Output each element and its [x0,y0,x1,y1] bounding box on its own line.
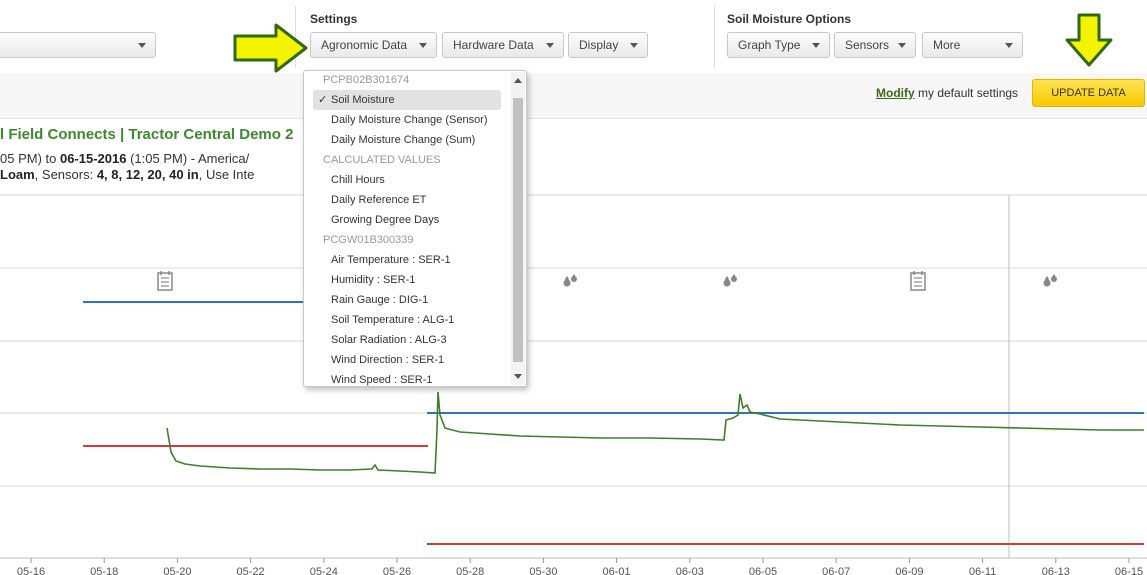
x-tick-label: 06-01 [603,566,631,575]
display-dropdown[interactable]: Display [568,32,648,58]
chevron-down-icon [546,43,554,48]
agronomic-data-menu[interactable]: PCPB02B301674 Soil Moisture ✓ Daily Moistur… [303,70,527,387]
menu-option[interactable]: Wind Direction : SER-1 [331,354,445,366]
arrow-right-annotation-icon [233,23,308,73]
menu-option[interactable]: Chill Hours [331,174,385,186]
scrollbar-thumb[interactable] [513,98,523,362]
menu-option[interactable]: Air Temperature : SER-1 [331,254,451,266]
note-icon[interactable] [910,271,926,291]
irrigation-drops-icon[interactable] [723,274,738,287]
x-tick-label: 06-07 [822,566,850,575]
menu-option[interactable]: Soil Temperature : ALG-1 [331,314,455,326]
settings-label: Settings [310,12,358,26]
x-tick-label: 05-20 [163,566,191,575]
chevron-down-icon [630,43,638,48]
menu-option[interactable]: Solar Radiation : ALG-3 [331,334,447,346]
chevron-down-icon [419,43,427,48]
scroll-down-icon[interactable] [514,374,522,379]
chevron-down-icon [898,43,906,48]
menu-group-header: CALCULATED VALUES [323,154,441,166]
menu-option[interactable]: Daily Moisture Change (Sensor) [331,114,488,126]
x-tick-label: 06-09 [895,566,923,575]
x-tick-label: 06-05 [749,566,777,575]
menu-group-header: PCPB02B301674 [323,74,410,86]
top-toolbar: Settings Agronomic Data Hardware Data Di… [0,0,1147,73]
view-dropdown[interactable] [0,32,156,58]
chart-title: l Field Connects | Tractor Central Demo … [0,126,294,143]
x-tick-label: 05-22 [237,566,265,575]
menu-scrollbar[interactable] [511,72,525,385]
soil-moisture-series [166,391,1144,474]
x-tick-label: 05-18 [90,566,118,575]
menu-option[interactable]: Daily Reference ET [331,194,427,206]
x-tick-label: 06-03 [676,566,704,575]
soil-info-text: Loam, Sensors: 4, 8, 12, 20, 40 in, Use … [0,167,255,182]
x-tick-label: 05-30 [529,566,557,575]
x-tick-label: 06-11 [969,566,996,575]
menu-option[interactable]: Daily Moisture Change (Sum) [331,134,476,146]
x-tick-label: 05-16 [17,566,45,575]
menu-option[interactable]: Humidity : SER-1 [331,274,416,286]
update-data-button[interactable]: UPDATE DATA [1032,79,1145,107]
irrigation-drops-icon[interactable] [563,274,578,287]
toolbar-divider [714,6,715,68]
agronomic-data-dropdown[interactable]: Agronomic Data [310,32,437,58]
date-range-text: 05 PM) to 06-15-2016 (1:05 PM) - America… [0,151,250,166]
chevron-down-icon [1005,43,1013,48]
menu-group-header: PCGW01B300339 [323,234,414,246]
x-tick-label: 06-13 [1042,566,1070,575]
x-axis: 05-16 05-18 05-20 05-22 05-24 05-26 05-28 05-30… [17,558,1143,575]
soil-moisture-chart[interactable]: 05-16 05-18 05-20 05-22 05-24 05-26 05-28 05-30… [0,180,1147,575]
x-tick-label: 05-24 [310,566,338,575]
chevron-down-icon [138,43,146,48]
checkmark-icon: ✓ [318,94,328,106]
action-bar [0,73,1147,119]
threshold-lines [83,301,1144,545]
note-icon[interactable] [157,271,173,291]
sensors-dropdown[interactable]: Sensors [834,32,916,58]
scroll-up-icon[interactable] [514,78,522,83]
x-tick-label: 06-15 [1115,566,1143,575]
modify-link[interactable]: Modify [876,86,915,100]
menu-option[interactable]: Soil Moisture ✓ [313,90,501,110]
arrow-down-annotation-icon [1065,13,1113,67]
toolbar-divider [295,6,296,68]
hardware-data-dropdown[interactable]: Hardware Data [442,32,564,58]
graph-type-dropdown[interactable]: Graph Type [727,32,830,58]
modify-rest-text: my default settings [914,86,1019,100]
more-dropdown[interactable]: More [922,32,1023,58]
irrigation-drops-icon[interactable] [1043,274,1058,287]
annotation-icons [157,271,1058,291]
chart-grid [0,194,1147,559]
soil-moisture-options-label: Soil Moisture Options [727,12,852,26]
menu-option[interactable]: Rain Gauge : DIG-1 [331,294,429,306]
chevron-down-icon [812,43,820,48]
modify-defaults-text: Modify my default settings [876,86,1018,100]
menu-option[interactable]: Wind Speed : SER-1 [331,374,433,386]
menu-option[interactable]: Growing Degree Days [331,214,440,226]
x-tick-label: 05-26 [383,566,411,575]
x-tick-label: 05-28 [456,566,484,575]
